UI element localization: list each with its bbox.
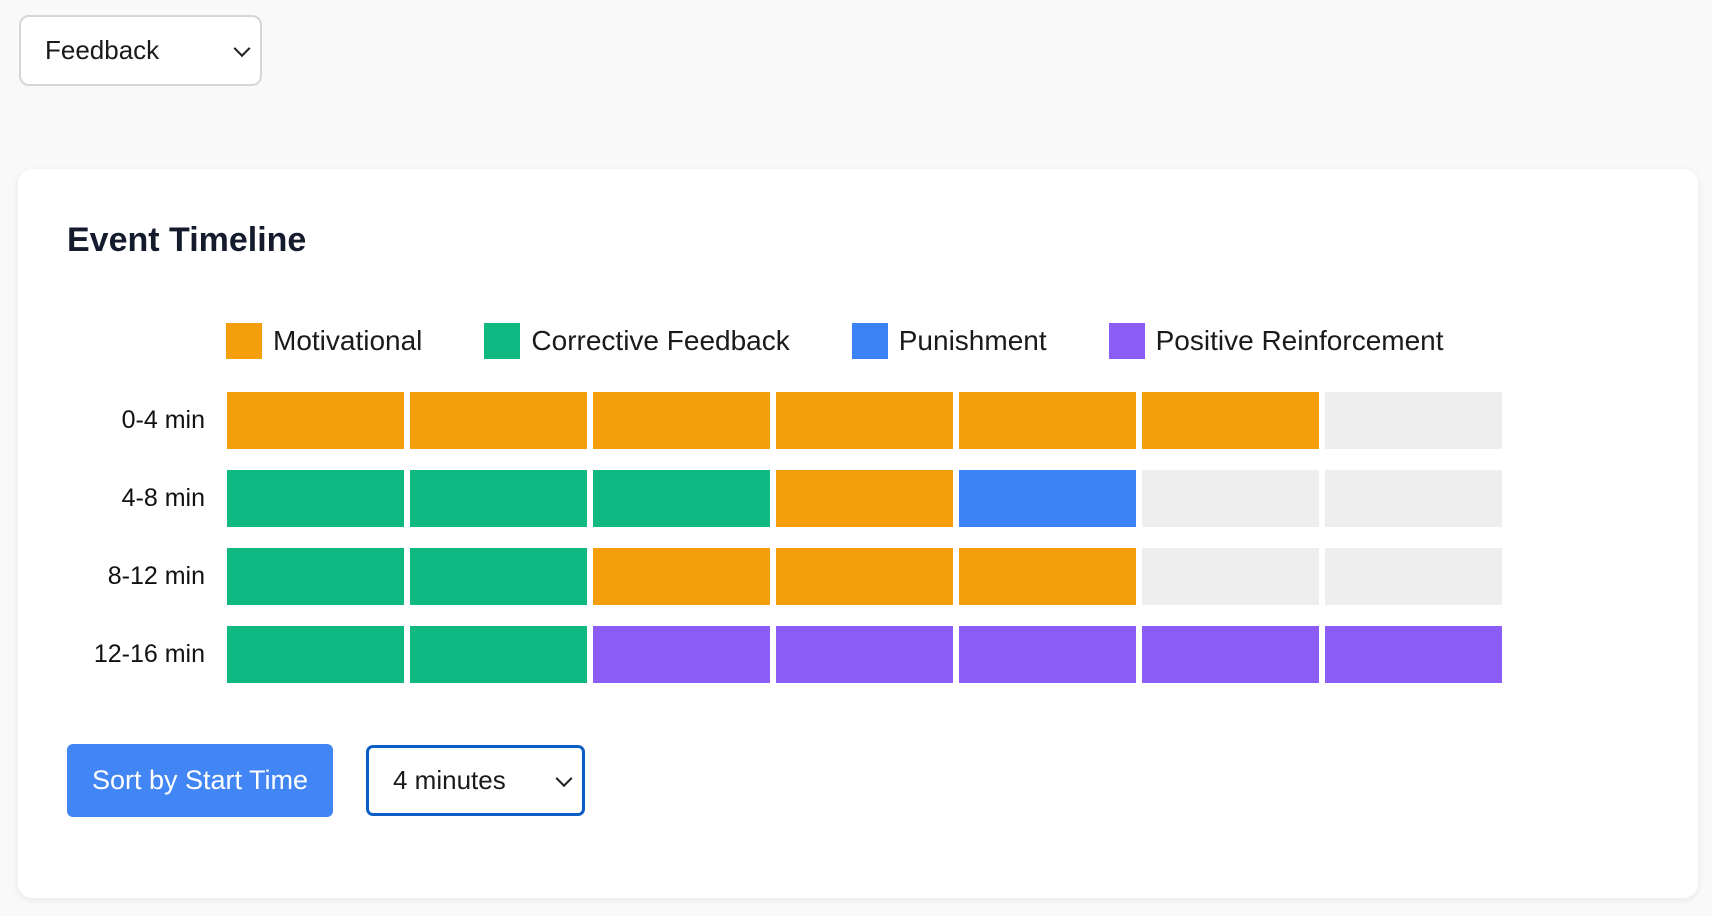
event-cell (227, 626, 404, 683)
event-cell (1142, 626, 1319, 683)
timeline-row: 8-12 min (58, 548, 1508, 605)
row-label: 12-16 min (93, 640, 205, 668)
card-title: Event Timeline (67, 221, 307, 259)
legend-swatch (226, 323, 262, 359)
event-cell (776, 626, 953, 683)
event-cell (959, 392, 1136, 449)
legend-label: Corrective Feedback (531, 325, 790, 356)
legend-label: Punishment (898, 325, 1047, 356)
chevron-down-icon (233, 39, 251, 57)
legend-item: Corrective Feedback (484, 323, 790, 359)
event-cell (1325, 626, 1502, 683)
empty-cell (1325, 548, 1502, 605)
event-cell (410, 392, 587, 449)
event-timeline-card: Event Timeline Motivational Corrective Fe… (18, 169, 1698, 898)
event-cell (776, 470, 953, 527)
interval-select[interactable]: 4 minutes (366, 745, 585, 816)
timeline-row: 0-4 min (58, 392, 1508, 449)
legend-item: Motivational (226, 323, 422, 359)
legend-swatch (484, 323, 521, 359)
timeline-grid: 0-4 min 4-8 min 8-12 min 12-16 min (58, 392, 1508, 704)
timeline-row: 4-8 min (58, 470, 1508, 527)
category-select-value: Feedback (45, 35, 160, 65)
row-label: 0-4 min (121, 406, 205, 434)
event-cell (593, 470, 770, 527)
event-cell (227, 548, 404, 605)
row-label: 8-12 min (107, 562, 205, 590)
event-cell (593, 626, 770, 683)
chevron-down-icon (555, 769, 573, 787)
event-cell (593, 392, 770, 449)
interval-select-value: 4 minutes (393, 765, 506, 795)
empty-cell (1325, 470, 1502, 527)
legend-swatch (851, 323, 888, 359)
legend-label: Positive Reinforcement (1155, 325, 1444, 356)
legend-item: Positive Reinforcement (1108, 323, 1444, 359)
event-cell (959, 470, 1136, 527)
event-cell (1142, 392, 1319, 449)
legend-label: Motivational (273, 325, 423, 356)
legend-item: Punishment (851, 323, 1047, 359)
event-cell (959, 626, 1136, 683)
event-cell (593, 548, 770, 605)
event-cell (410, 470, 587, 527)
event-cell (227, 470, 404, 527)
sort-by-start-time-button[interactable]: Sort by Start Time (67, 744, 333, 817)
legend: Motivational Corrective Feedback Punishmen… (226, 323, 1506, 359)
event-cell (410, 548, 587, 605)
category-select[interactable]: Feedback (19, 15, 262, 86)
row-label: 4-8 min (121, 484, 205, 512)
empty-cell (1142, 470, 1319, 527)
legend-swatch (1108, 323, 1145, 359)
timeline-row: 12-16 min (58, 626, 1508, 683)
event-cell (776, 548, 953, 605)
empty-cell (1142, 548, 1319, 605)
event-cell (410, 626, 587, 683)
event-cell (776, 392, 953, 449)
event-cell (227, 392, 404, 449)
event-cell (959, 548, 1136, 605)
empty-cell (1325, 392, 1502, 449)
